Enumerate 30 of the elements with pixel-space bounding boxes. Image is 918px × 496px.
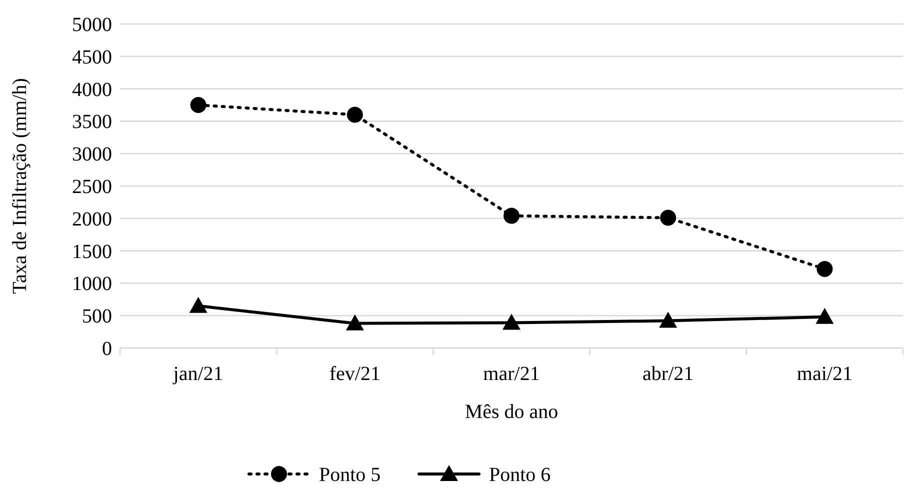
y-tick-label: 4000 <box>72 78 112 101</box>
point <box>816 260 833 277</box>
point <box>659 312 678 328</box>
x-axis-title: Mês do ano <box>464 401 558 423</box>
y-tick-label: 1500 <box>72 240 112 263</box>
point <box>190 97 206 113</box>
point <box>504 208 520 224</box>
y-tick-label: 3000 <box>72 144 112 166</box>
point <box>816 308 834 324</box>
legend-label: Ponto 6 <box>489 464 551 486</box>
point <box>346 314 364 330</box>
y-tick-label: 3500 <box>72 111 112 134</box>
y-tick-label: 2000 <box>72 208 112 230</box>
y-tick-label: 4500 <box>72 46 112 68</box>
point <box>189 296 208 313</box>
legend-label: Ponto 5 <box>319 464 381 486</box>
y-tick-label: 0 <box>102 338 112 360</box>
x-tick-label: mai/21 <box>796 363 852 385</box>
x-tick-label: abr/21 <box>642 363 694 385</box>
y-tick-label: 1000 <box>72 273 112 296</box>
y-axis-title: Taxa de Infiltração (mm/h) <box>9 78 31 294</box>
point <box>502 314 520 330</box>
point <box>346 106 363 123</box>
x-tick-label: jan/21 <box>172 363 224 385</box>
point <box>660 210 676 226</box>
x-tick-label: mar/21 <box>483 363 540 385</box>
y-tick-label: 5000 <box>72 14 112 36</box>
y-tick-label: 2500 <box>72 176 112 198</box>
y-tick-label: 500 <box>82 306 112 328</box>
x-tick-label: fev/21 <box>329 363 380 385</box>
